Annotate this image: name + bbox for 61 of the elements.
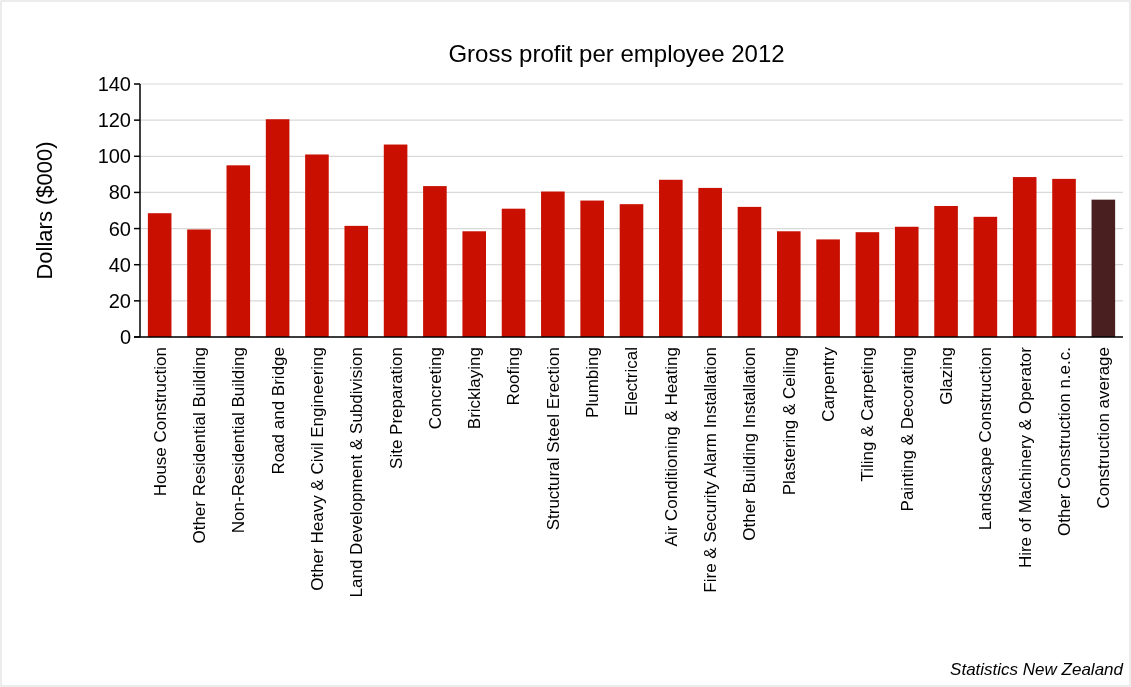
- y-tick-label: 60: [108, 217, 131, 240]
- x-tick-label: House Construction: [150, 347, 170, 497]
- bar: [344, 225, 369, 337]
- y-tick-label: 20: [108, 289, 131, 312]
- x-tick-label: Non-Residential Building: [229, 347, 249, 534]
- x-tick-label: Other Residential Building: [189, 347, 209, 544]
- bar: [1091, 199, 1116, 337]
- chart-title: Gross profit per employee 2012: [448, 40, 785, 67]
- x-tick-label: Land Development & Subdivision: [347, 347, 367, 598]
- bar: [423, 186, 447, 337]
- x-tick-label: Plastering & Ceiling: [779, 347, 799, 496]
- bar: [383, 144, 408, 337]
- bar: [265, 119, 290, 337]
- bar: [305, 154, 329, 337]
- x-tick-label: Air Conditioning & Heating: [661, 347, 681, 547]
- x-tick-label: Glazing: [937, 347, 957, 405]
- x-tick-label: Structural Steel Erection: [543, 347, 563, 531]
- x-tick-label: Site Preparation: [386, 347, 406, 469]
- x-tick-label: Other Heavy & Civil Engineering: [307, 347, 327, 591]
- bar: [737, 206, 762, 337]
- x-tick-label: Concreting: [425, 347, 445, 430]
- x-tick-label: Roofing: [504, 347, 524, 406]
- y-tick-label: 140: [97, 73, 131, 95]
- x-tick-label: Construction average: [1094, 347, 1114, 509]
- x-tick-label: Painting & Decorating: [897, 347, 917, 512]
- x-tick-label: Hire of Machinery & Operator: [1015, 346, 1035, 569]
- bar: [147, 213, 172, 337]
- x-tick-label: Fire & Security Alarm Installation: [701, 347, 721, 593]
- bar: [659, 179, 683, 337]
- bar: [580, 200, 604, 337]
- bar: [226, 165, 251, 337]
- x-tick-label: Road and Bridge: [268, 347, 288, 475]
- x-tick-label: Plumbing: [583, 347, 603, 418]
- bar: [973, 216, 998, 337]
- bar: [934, 205, 958, 337]
- x-tick-label: Other Construction n.e.c.: [1054, 347, 1074, 536]
- bar: [462, 231, 487, 337]
- y-tick-label: 80: [108, 181, 131, 204]
- y-axis-title: Dollars ($000): [32, 141, 57, 280]
- bar: [541, 191, 565, 337]
- text: Statistics New Zealand: [950, 660, 1124, 679]
- bar: [1012, 177, 1037, 337]
- x-tick-label: Other Building Installation: [740, 347, 760, 541]
- x-tick-label: Landscape Construction: [976, 347, 996, 531]
- bar: [1052, 178, 1076, 337]
- bar: [501, 208, 526, 337]
- y-tick-label: 0: [119, 326, 131, 348]
- bar: [619, 204, 644, 337]
- y-tick-label: 40: [108, 253, 131, 276]
- x-tick-label: Bricklaying: [465, 347, 485, 430]
- bar: [816, 239, 840, 337]
- bar: [855, 232, 880, 337]
- x-tick-label: Tiling & Carpeting: [858, 347, 878, 482]
- y-tick-label: 120: [97, 109, 131, 132]
- x-tick-label: Electrical: [622, 347, 642, 416]
- x-tick-label: Carpentry: [819, 346, 839, 422]
- bar: [894, 226, 919, 337]
- bar: [187, 229, 211, 337]
- y-tick-label: 100: [97, 145, 131, 168]
- bar: [776, 231, 801, 337]
- bar: [698, 187, 722, 337]
